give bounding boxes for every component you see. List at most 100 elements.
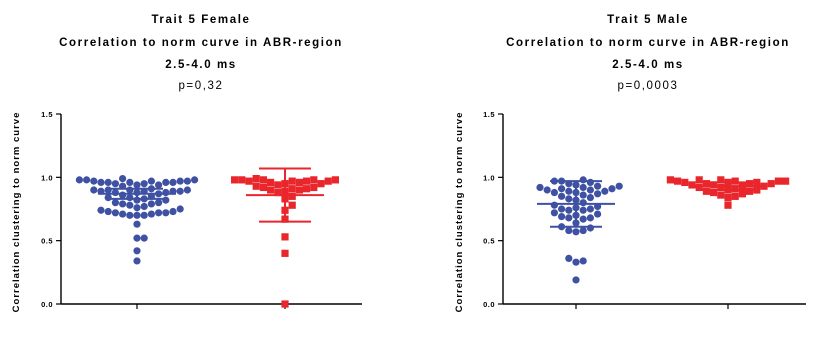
chart-left-point (183, 177, 191, 185)
chart-right-point (558, 192, 566, 200)
chart-left-point (75, 176, 83, 184)
chart-right-point (594, 182, 602, 190)
chart-left-p-value: p=0,32 (178, 80, 223, 92)
chart-left-point (133, 220, 141, 228)
chart-left-point (310, 183, 318, 192)
chart-left-point (119, 200, 127, 208)
chart-right-point (746, 180, 754, 188)
chart-left-point (183, 186, 191, 194)
chart-left-point (133, 234, 141, 242)
chart-right-point (579, 183, 587, 192)
chart-left-point (176, 187, 184, 195)
chart-left-point (104, 194, 112, 202)
chart-left-point (97, 206, 105, 214)
chart-right-point (572, 228, 580, 236)
chart-right-y-tick-label: 0.0 (483, 300, 495, 309)
chart-right-point (579, 199, 587, 207)
chart-left-point (303, 185, 311, 193)
chart-right-point (601, 187, 609, 195)
chart-right-point (586, 224, 595, 232)
chart-right-plot-area: 0.0 0.5 1.0 1.5 (483, 110, 806, 309)
chart-left-point (288, 201, 296, 209)
chart-right-point (572, 258, 580, 266)
chart-right-point (695, 183, 703, 192)
chart-right-point (710, 181, 718, 189)
chart-right-point (579, 176, 587, 184)
chart-left-point (97, 178, 105, 186)
chart-left-point (133, 257, 141, 265)
chart-left-point (252, 175, 260, 183)
chart-right-point (738, 190, 746, 198)
chart-right-point (550, 201, 559, 209)
chart-right-title-line-2: Correlation to norm curve in ABR-region (506, 37, 790, 49)
chart-right-point (666, 176, 674, 184)
chart-left-point (176, 177, 184, 185)
chart-left-point (126, 178, 134, 186)
chart-left-point (147, 210, 155, 218)
chart-left-point (303, 177, 311, 185)
chart-right-point (608, 185, 616, 193)
chart-right-title-line-1: Trait 5 Male (607, 14, 689, 26)
chart-left-point (310, 176, 318, 184)
chart-left-point (259, 176, 267, 184)
chart-left-y-axis-label: Correlation clustering to norm curve (11, 112, 22, 313)
chart-left-point (155, 181, 163, 189)
chart-left-point (169, 207, 177, 216)
chart-left-point (126, 211, 134, 219)
chart-right-point (731, 185, 739, 193)
chart-left-point (140, 180, 148, 188)
chart-left-y-tick-label: 0.0 (41, 300, 53, 309)
chart-left-point (147, 177, 155, 185)
chart-left-point (267, 178, 275, 186)
chart-left-point (140, 234, 148, 242)
chart-left-point (274, 181, 282, 189)
chart-right-point (558, 205, 566, 213)
chart-left-point (281, 300, 289, 308)
chart-left-point (274, 188, 282, 197)
chart-left-point (126, 186, 134, 194)
chart-left-point (252, 182, 260, 190)
chart-left-point (133, 204, 141, 212)
chart-left-point (119, 210, 127, 218)
chart-right-point (717, 176, 725, 184)
chart-right: Trait 5 Male Correlation to norm curve i… (454, 14, 806, 312)
chart-right-point (710, 188, 718, 197)
chart-left-point (111, 209, 119, 217)
chart-left-point (288, 185, 296, 193)
chart-left-point (126, 194, 134, 202)
chart-left-point (119, 175, 127, 183)
chart-right-point (586, 178, 595, 186)
chart-right-point (558, 213, 566, 221)
chart-left-point (147, 200, 155, 208)
chart-right-title-line-3: 2.5-4.0 ms (612, 59, 684, 71)
chart-left-point (288, 177, 296, 185)
chart-left-point (133, 211, 141, 219)
chart-right-point (565, 214, 573, 222)
chart-right-point (753, 178, 761, 186)
chart-left-title-line-2: Correlation to norm curve in ABR-region (59, 37, 343, 49)
chart-right-point (594, 190, 602, 198)
chart-right-point (586, 205, 595, 213)
chart-right-point (702, 187, 710, 195)
chart-left-y-tick-label: 1.0 (41, 173, 53, 182)
chart-right-point (586, 194, 595, 202)
chart-left-point (119, 191, 127, 199)
chart-right-point (579, 206, 587, 214)
chart-right-point (572, 276, 580, 284)
chart-left-point (238, 176, 246, 184)
chart-left-point (104, 178, 112, 186)
chart-left: Trait 5 Female Correlation to norm curve… (11, 14, 362, 312)
chart-left-point (245, 177, 253, 185)
chart-right-point (695, 176, 703, 184)
chart-right-point (536, 183, 544, 192)
chart-left-point (162, 209, 170, 217)
chart-left-point (162, 188, 170, 197)
chart-left-point (324, 177, 332, 185)
chart-right-point (724, 201, 732, 209)
chart-right-point (550, 209, 559, 217)
chart-right-point (681, 178, 689, 186)
chart-left-point (331, 176, 339, 184)
chart-right-point (565, 254, 573, 262)
